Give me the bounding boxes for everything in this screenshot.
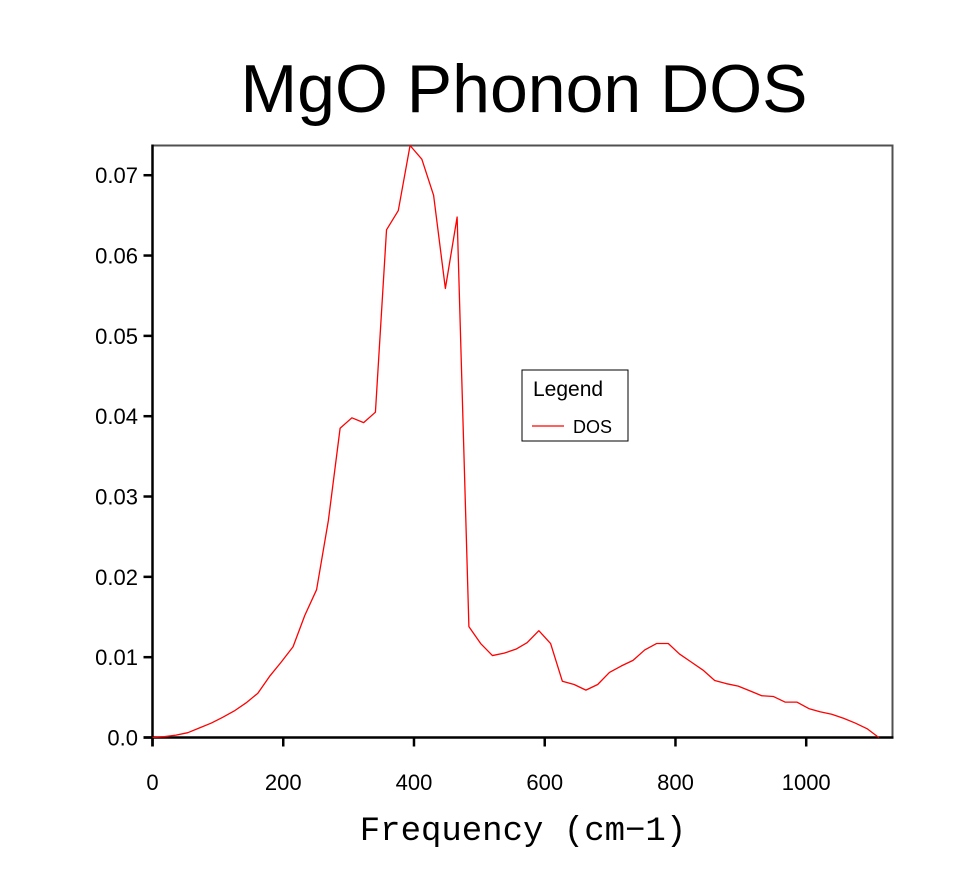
x-tick-label: 600 xyxy=(526,770,563,795)
y-tick-label: 0.0 xyxy=(107,726,138,751)
y-tick-label: 0.06 xyxy=(95,244,138,269)
x-tick-label: 1000 xyxy=(782,770,831,795)
legend-title: Legend xyxy=(533,378,603,401)
x-axis-label: Frequency (cm−1) xyxy=(360,813,686,851)
y-axis: 0.0 0.01 0.02 0.03 0.04 0.05 0.06 0.07 xyxy=(95,144,154,751)
x-axis: 0 200 400 600 800 1000 xyxy=(143,736,894,795)
y-tick-label: 0.03 xyxy=(95,485,138,510)
y-tick-label: 0.04 xyxy=(95,404,138,429)
y-tick-label: 0.07 xyxy=(95,163,138,188)
plot-frame xyxy=(152,144,894,738)
x-tick-label: 400 xyxy=(396,770,433,795)
legend-label-dos: DOS xyxy=(573,417,612,437)
series-layer xyxy=(152,144,880,739)
legend: Legend DOS xyxy=(521,369,629,442)
y-tick-label: 0.01 xyxy=(95,645,138,670)
x-tick-label: 0 xyxy=(146,770,158,795)
series-line-dos xyxy=(152,144,880,739)
chart-title: MgO Phonon DOS xyxy=(241,51,808,127)
y-tick-label: 0.02 xyxy=(95,565,138,590)
x-tick-label: 200 xyxy=(265,770,302,795)
legend-box xyxy=(521,369,629,442)
x-tick-label: 800 xyxy=(657,770,694,795)
y-tick-label: 0.05 xyxy=(95,324,138,349)
